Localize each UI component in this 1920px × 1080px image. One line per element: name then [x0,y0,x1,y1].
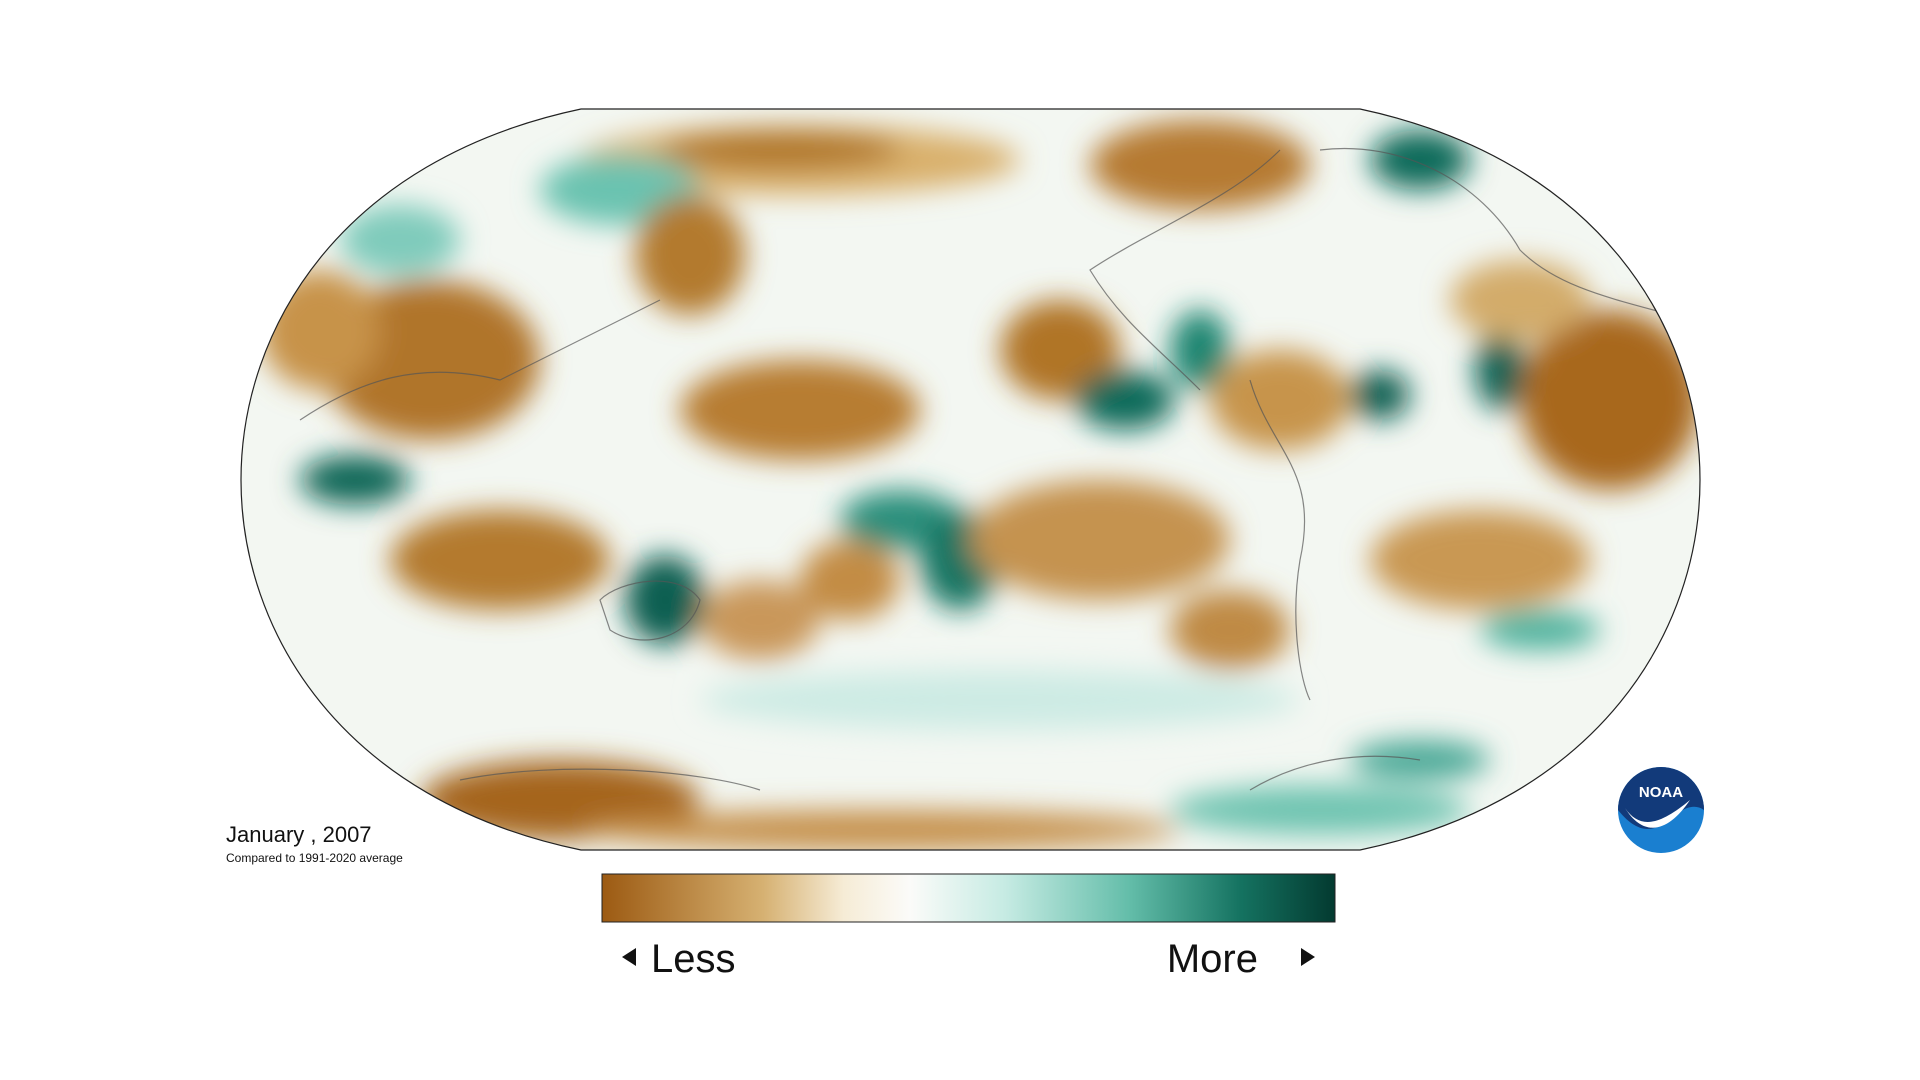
map-outline [240,108,1701,851]
anomaly-field [241,109,1700,850]
less-label: Less [651,937,736,981]
baseline-note: Compared to 1991-2020 average [226,851,403,865]
logo-text: NOAA [1639,784,1683,801]
noaa-logo: NOAA [1618,767,1704,853]
more-label: More [1167,937,1258,981]
more-arrow [1301,948,1315,966]
date-label: January , 2007 [226,822,372,847]
less-arrow [622,948,636,966]
colorbar [601,873,1336,923]
